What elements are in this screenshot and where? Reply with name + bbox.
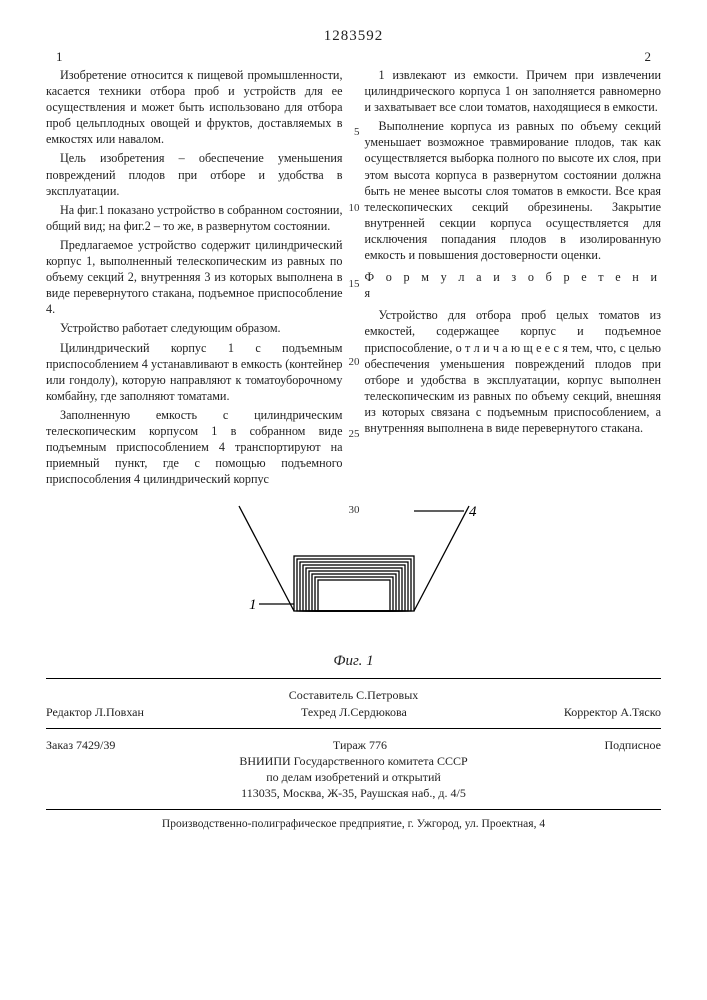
col-num-right: 2	[645, 49, 652, 65]
techred: Техред Л.Сердюкова	[301, 704, 407, 720]
credits-block: Составитель С.Петровых Редактор Л.Повхан…	[46, 687, 661, 801]
separator-2	[46, 728, 661, 729]
text-columns: 5 10 15 20 25 30 Изобретение относится к…	[46, 67, 661, 490]
right-p2: Выполнение корпуса из равных по объему с…	[365, 118, 662, 263]
line-num-15: 15	[349, 277, 360, 292]
column-number-row: 1 2	[46, 49, 661, 65]
org-line-1: ВНИИПИ Государственного комитета СССР	[46, 753, 661, 769]
org-addr: 113035, Москва, Ж-35, Раушская наб., д. …	[46, 785, 661, 801]
left-p4: Предлагаемое устройство содержит цилиндр…	[46, 237, 343, 317]
figure-1: 1 4 Фиг. 1	[46, 496, 661, 670]
line-num-20: 20	[349, 355, 360, 370]
left-p3: На фиг.1 показано устройство в собранном…	[46, 202, 343, 234]
credits-row-1: Редактор Л.Повхан Техред Л.Сердюкова Кор…	[46, 704, 661, 720]
column-right: 1 извлекают из емкости. Причем при извле…	[365, 67, 662, 490]
figure-caption: Фиг. 1	[46, 653, 661, 670]
left-p7: Заполненную емкость с цилиндрическим тел…	[46, 407, 343, 487]
document-number: 1283592	[46, 28, 661, 45]
footer-line: Производственно-полиграфическое предприя…	[46, 818, 661, 830]
separator-3	[46, 809, 661, 810]
left-p1: Изобретение относится к пищевой промышле…	[46, 67, 343, 147]
figure-label-1: 1	[249, 597, 257, 613]
line-num-25: 25	[349, 427, 360, 442]
col-num-left: 1	[56, 49, 63, 65]
left-p2: Цель изобретения – обеспечение уменьшени…	[46, 150, 343, 198]
credits-row-2: Заказ 7429/39 Тираж 776 Подписное	[46, 737, 661, 753]
corrector: Корректор А.Тяско	[564, 704, 661, 720]
line-num-5: 5	[354, 125, 360, 140]
editor: Редактор Л.Повхан	[46, 704, 144, 720]
podpisnoe: Подписное	[605, 737, 662, 753]
formula-heading: Ф о р м у л а и з о б р е т е н и я	[365, 269, 662, 301]
right-p1: 1 извлекают из емкости. Причем при извле…	[365, 67, 662, 115]
line-num-10: 10	[349, 201, 360, 216]
tirazh: Тираж 776	[333, 737, 387, 753]
org-line-2: по делам изобретений и открытий	[46, 769, 661, 785]
column-left: 5 10 15 20 25 30 Изобретение относится к…	[46, 67, 343, 490]
compiler-line: Составитель С.Петровых	[46, 687, 661, 703]
separator-1	[46, 678, 661, 679]
line-num-30: 30	[349, 503, 360, 518]
figure-label-4: 4	[469, 504, 477, 520]
page: 1283592 1 2 5 10 15 20 25 30 Изобретение…	[0, 0, 707, 1000]
figure-svg: 1 4	[199, 496, 509, 646]
right-p3: Устройство для отбора проб целых томатов…	[365, 307, 662, 436]
left-p6: Цилиндрический корпус 1 с подъемным прис…	[46, 340, 343, 404]
left-p5: Устройство работает следующим образом.	[46, 320, 343, 336]
order: Заказ 7429/39	[46, 737, 115, 753]
